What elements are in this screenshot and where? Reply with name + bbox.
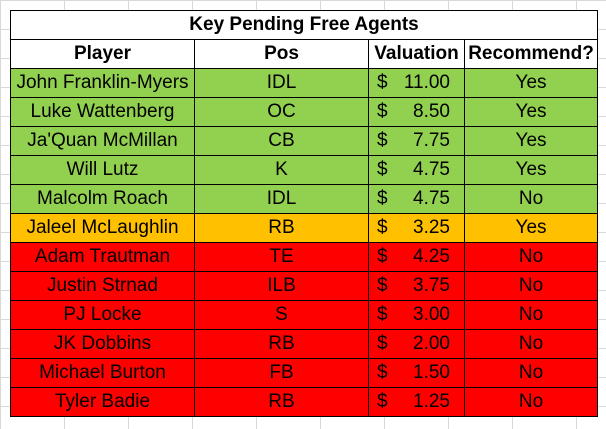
header-player[interactable]: Player bbox=[10, 39, 195, 69]
cell-pos[interactable]: ILB bbox=[194, 271, 369, 301]
table-row: PJ Locke S $3.00 No bbox=[10, 300, 599, 330]
cell-pos[interactable]: K bbox=[194, 155, 369, 185]
cell-player[interactable]: Malcolm Roach bbox=[10, 184, 195, 214]
cell-valuation[interactable]: $11.00 bbox=[368, 68, 465, 98]
currency-symbol: $ bbox=[377, 246, 388, 267]
cell-recommend[interactable]: No bbox=[463, 242, 599, 272]
cell-player[interactable]: JK Dobbins bbox=[10, 329, 195, 359]
cell-valuation[interactable]: $3.75 bbox=[368, 271, 465, 301]
valuation-amount: 8.50 bbox=[413, 101, 450, 122]
valuation-amount: 2.00 bbox=[413, 333, 450, 354]
valuation-amount: 3.75 bbox=[413, 275, 450, 296]
cell-valuation[interactable]: $7.75 bbox=[368, 126, 465, 156]
table-row: JK Dobbins RB $2.00 No bbox=[10, 329, 599, 359]
valuation-amount: 3.25 bbox=[413, 217, 450, 238]
cell-player[interactable]: PJ Locke bbox=[10, 300, 195, 330]
cell-valuation[interactable]: $1.25 bbox=[368, 387, 465, 417]
table-row: Michael Burton FB $1.50 No bbox=[10, 358, 599, 388]
cell-recommend[interactable]: No bbox=[463, 184, 599, 214]
table-row: Will Lutz K $4.75 Yes bbox=[10, 155, 599, 185]
table-row: Luke Wattenberg OC $8.50 Yes bbox=[10, 97, 599, 127]
currency-symbol: $ bbox=[377, 159, 388, 180]
cell-recommend[interactable]: No bbox=[463, 358, 599, 388]
header-recommend[interactable]: Recommend? bbox=[463, 39, 599, 69]
free-agents-table: Key Pending Free Agents Player Pos Valua… bbox=[9, 10, 599, 417]
cell-recommend[interactable]: Yes bbox=[463, 155, 599, 185]
currency-symbol: $ bbox=[377, 130, 388, 151]
valuation-amount: 1.25 bbox=[413, 391, 450, 412]
cell-recommend[interactable]: Yes bbox=[463, 126, 599, 156]
cell-pos[interactable]: IDL bbox=[194, 184, 369, 214]
currency-symbol: $ bbox=[377, 101, 388, 122]
cell-player[interactable]: Justin Strnad bbox=[10, 271, 195, 301]
cell-pos[interactable]: RB bbox=[194, 213, 369, 243]
valuation-amount: 4.75 bbox=[413, 159, 450, 180]
currency-symbol: $ bbox=[377, 217, 388, 238]
cell-player[interactable]: John Franklin-Myers bbox=[10, 68, 195, 98]
cell-player[interactable]: Adam Trautman bbox=[10, 242, 195, 272]
cell-valuation[interactable]: $4.25 bbox=[368, 242, 465, 272]
valuation-amount: 11.00 bbox=[403, 72, 450, 93]
cell-recommend[interactable]: Yes bbox=[463, 68, 599, 98]
currency-symbol: $ bbox=[377, 188, 388, 209]
cell-recommend[interactable]: Yes bbox=[463, 213, 599, 243]
cell-player[interactable]: Tyler Badie bbox=[10, 387, 195, 417]
table-row: Malcolm Roach IDL $4.75 No bbox=[10, 184, 599, 214]
cell-player[interactable]: Will Lutz bbox=[10, 155, 195, 185]
table-row: Adam Trautman TE $4.25 No bbox=[10, 242, 599, 272]
header-pos[interactable]: Pos bbox=[194, 39, 369, 69]
cell-recommend[interactable]: No bbox=[463, 329, 599, 359]
cell-valuation[interactable]: $4.75 bbox=[368, 155, 465, 185]
table-row: John Franklin-Myers IDL $11.00 Yes bbox=[10, 68, 599, 98]
table-row: Justin Strnad ILB $3.75 No bbox=[10, 271, 599, 301]
cell-pos[interactable]: RB bbox=[194, 387, 369, 417]
cell-pos[interactable]: IDL bbox=[194, 68, 369, 98]
table-row: Jaleel McLaughlin RB $3.25 Yes bbox=[10, 213, 599, 243]
cell-pos[interactable]: OC bbox=[194, 97, 369, 127]
currency-symbol: $ bbox=[377, 304, 388, 325]
table-title[interactable]: Key Pending Free Agents bbox=[9, 10, 599, 40]
currency-symbol: $ bbox=[377, 391, 388, 412]
cell-player[interactable]: Luke Wattenberg bbox=[10, 97, 195, 127]
cell-player[interactable]: Michael Burton bbox=[10, 358, 195, 388]
valuation-amount: 4.25 bbox=[413, 246, 450, 267]
cell-player[interactable]: Ja'Quan McMillan bbox=[10, 126, 195, 156]
cell-valuation[interactable]: $3.00 bbox=[368, 300, 465, 330]
cell-valuation[interactable]: $1.50 bbox=[368, 358, 465, 388]
currency-symbol: $ bbox=[377, 275, 388, 296]
cell-player[interactable]: Jaleel McLaughlin bbox=[10, 213, 195, 243]
valuation-amount: 4.75 bbox=[413, 188, 450, 209]
cell-recommend[interactable]: No bbox=[463, 300, 599, 330]
currency-symbol: $ bbox=[377, 333, 388, 354]
cell-pos[interactable]: CB bbox=[194, 126, 369, 156]
cell-valuation[interactable]: $3.25 bbox=[368, 213, 465, 243]
table-body: John Franklin-Myers IDL $11.00 Yes Luke Watt… bbox=[10, 68, 599, 417]
cell-pos[interactable]: FB bbox=[194, 358, 369, 388]
cell-valuation[interactable]: $4.75 bbox=[368, 184, 465, 214]
header-valuation[interactable]: Valuation bbox=[368, 39, 465, 69]
table-row: Tyler Badie RB $1.25 No bbox=[10, 387, 599, 417]
cell-valuation[interactable]: $2.00 bbox=[368, 329, 465, 359]
header-row: Player Pos Valuation Recommend? bbox=[10, 39, 599, 69]
cell-pos[interactable]: TE bbox=[194, 242, 369, 272]
cell-pos[interactable]: RB bbox=[194, 329, 369, 359]
cell-valuation[interactable]: $8.50 bbox=[368, 97, 465, 127]
valuation-amount: 3.00 bbox=[413, 304, 450, 325]
cell-recommend[interactable]: No bbox=[463, 387, 599, 417]
valuation-amount: 7.75 bbox=[413, 130, 450, 151]
cell-recommend[interactable]: No bbox=[463, 271, 599, 301]
cell-pos[interactable]: S bbox=[194, 300, 369, 330]
currency-symbol: $ bbox=[377, 362, 388, 383]
table-row: Ja'Quan McMillan CB $7.75 Yes bbox=[10, 126, 599, 156]
currency-symbol: $ bbox=[377, 72, 388, 93]
valuation-amount: 1.50 bbox=[413, 362, 450, 383]
cell-recommend[interactable]: Yes bbox=[463, 97, 599, 127]
title-row: Key Pending Free Agents bbox=[9, 10, 599, 40]
